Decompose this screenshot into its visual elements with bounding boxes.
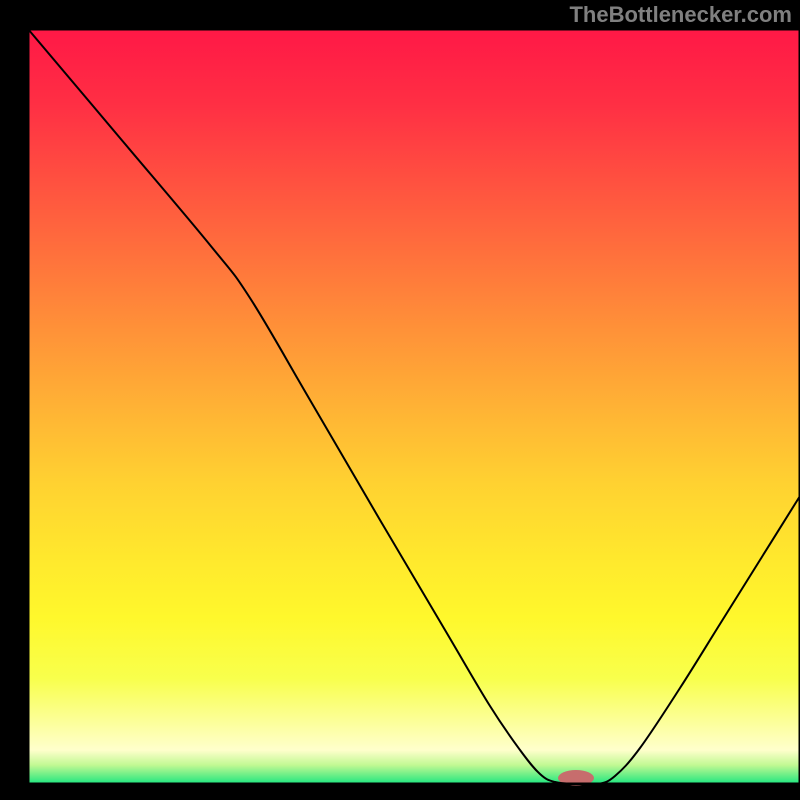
chart-container: TheBottlenecker.com [0,0,800,800]
plot-background [28,29,800,784]
gradient-line-chart [0,0,800,800]
watermark-text: TheBottlenecker.com [569,0,792,29]
